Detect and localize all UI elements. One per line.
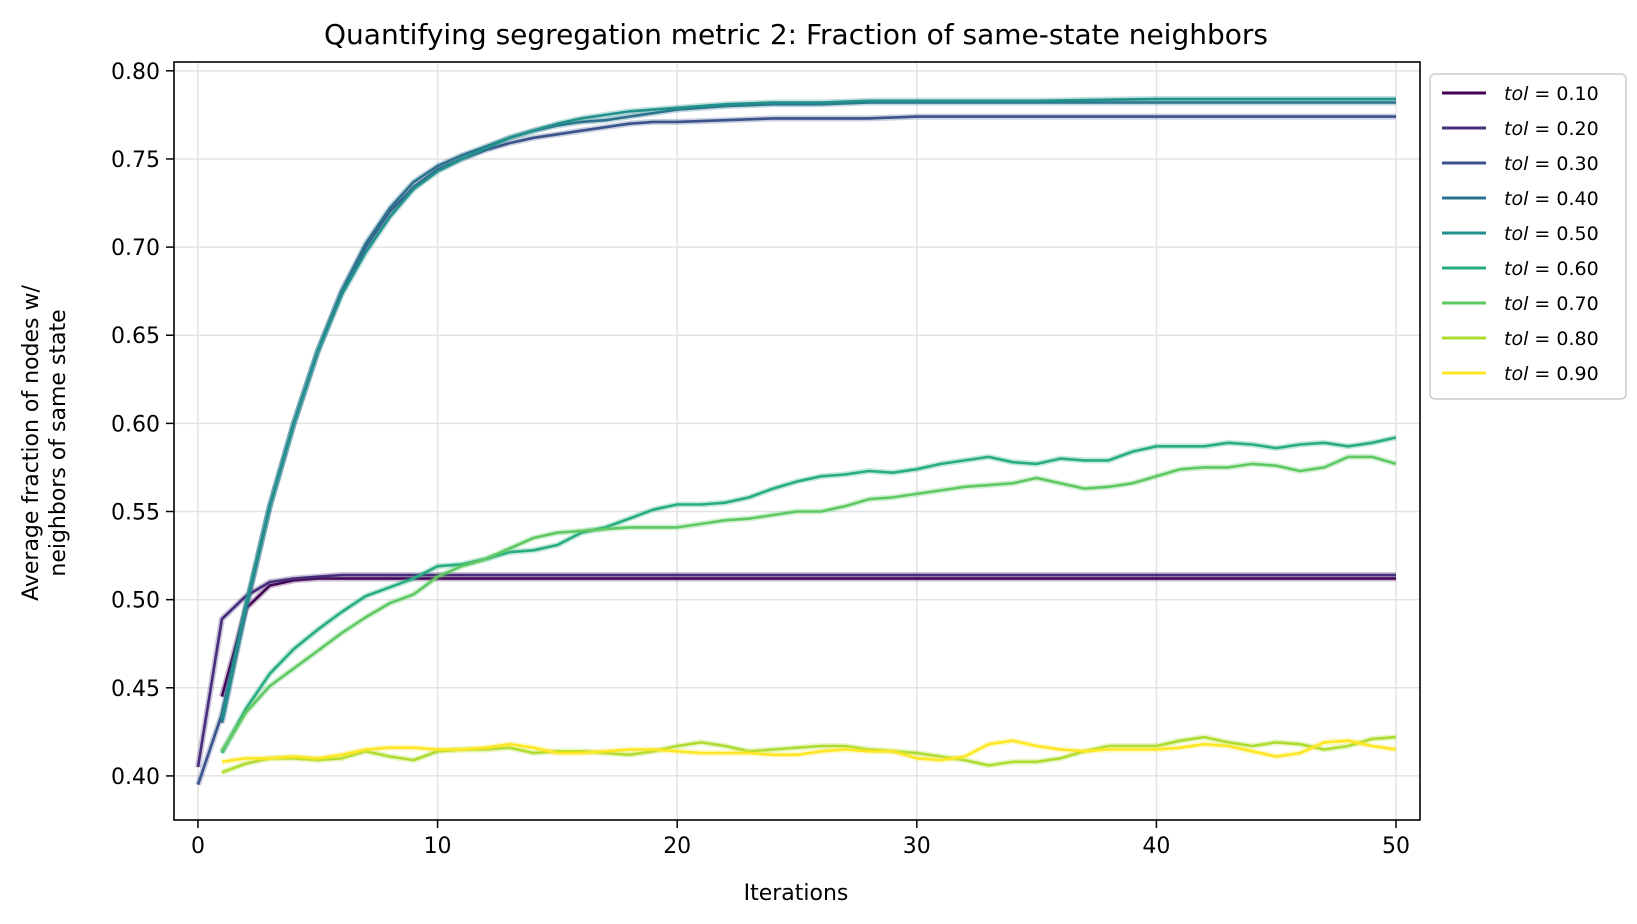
- legend-entry: tol = 0.20: [1504, 118, 1599, 140]
- chart-title: Quantifying segregation metric 2: Fracti…: [324, 18, 1268, 51]
- legend-prefix: tol: [1504, 83, 1529, 105]
- x-tick-label: 20: [663, 834, 691, 859]
- series-line: [196, 115, 1396, 786]
- x-tick-label: 40: [1142, 834, 1170, 859]
- legend-value: = 0.70: [1528, 293, 1598, 315]
- series-band: [195, 113, 1396, 786]
- series-band: [219, 453, 1397, 753]
- series-lines: [195, 96, 1397, 786]
- series-line: [220, 97, 1396, 720]
- series-line: [220, 455, 1397, 752]
- legend-prefix: tol: [1504, 118, 1529, 140]
- x-tick-label: 30: [903, 834, 931, 859]
- y-tick-label: 0.65: [111, 324, 160, 349]
- legend-entry: tol = 0.50: [1504, 223, 1599, 245]
- grid-lines: [174, 62, 1420, 820]
- legend-prefix: tol: [1504, 223, 1529, 245]
- x-tick-label: 10: [424, 834, 452, 859]
- series-line: [221, 739, 1397, 764]
- legend-entry: tol = 0.40: [1504, 188, 1599, 210]
- legend-prefix: tol: [1504, 293, 1529, 315]
- series-band: [218, 99, 1396, 724]
- legend-value: = 0.50: [1528, 223, 1598, 245]
- legend-value: = 0.60: [1528, 258, 1598, 280]
- legend-value: = 0.10: [1528, 83, 1598, 105]
- legend-prefix: tol: [1504, 188, 1529, 210]
- legend-entry: tol = 0.60: [1504, 258, 1599, 280]
- legend-prefix: tol: [1504, 258, 1529, 280]
- legend-entry: tol = 0.70: [1504, 293, 1599, 315]
- y-tick-label: 0.80: [111, 60, 160, 85]
- series-line: [221, 735, 1397, 774]
- y-tick-label: 0.60: [111, 412, 160, 437]
- legend-value: = 0.90: [1528, 363, 1598, 385]
- x-axis-title: Iterations: [744, 881, 849, 906]
- y-tick-label: 0.75: [111, 148, 160, 173]
- legend-prefix: tol: [1504, 328, 1529, 350]
- series-line: [220, 436, 1397, 754]
- series-line: [196, 573, 1396, 768]
- legend-entry: tol = 0.30: [1504, 153, 1599, 175]
- legend-value: = 0.40: [1528, 188, 1598, 210]
- y-axis-title-line1: Average fraction of nodes w/: [19, 285, 44, 601]
- y-tick-label: 0.45: [111, 677, 160, 702]
- y-tick-label: 0.70: [111, 236, 160, 261]
- y-tick-label: 0.55: [111, 501, 160, 526]
- axis-ticks: 0 10 20 30 40 50 0.40 0.45 0.50 0.55 0.60 0.65 0.70 0…: [111, 60, 1410, 859]
- y-tick-label: 0.40: [111, 765, 160, 790]
- legend-value: = 0.20: [1528, 118, 1598, 140]
- legend-prefix: tol: [1504, 153, 1529, 175]
- series-band: [219, 434, 1397, 755]
- legend-prefix: tol: [1504, 363, 1529, 385]
- x-tick-label: 50: [1382, 834, 1410, 859]
- series-band: [218, 96, 1396, 721]
- legend-entry: tol = 0.10: [1504, 83, 1599, 105]
- y-axis-title-line2: neighbors of same state: [46, 309, 71, 576]
- y-tick-label: 0.50: [111, 589, 160, 614]
- plot-frame: [173, 61, 1421, 821]
- legend-box: [1429, 73, 1627, 400]
- legend-value: = 0.30: [1528, 153, 1598, 175]
- series-line: [220, 577, 1396, 697]
- legend-value: = 0.80: [1528, 328, 1598, 350]
- legend-entry: tol = 0.90: [1504, 363, 1599, 385]
- series-band: [219, 575, 1396, 698]
- x-tick-label: 0: [191, 834, 205, 859]
- legend-entry: tol = 0.80: [1504, 328, 1599, 350]
